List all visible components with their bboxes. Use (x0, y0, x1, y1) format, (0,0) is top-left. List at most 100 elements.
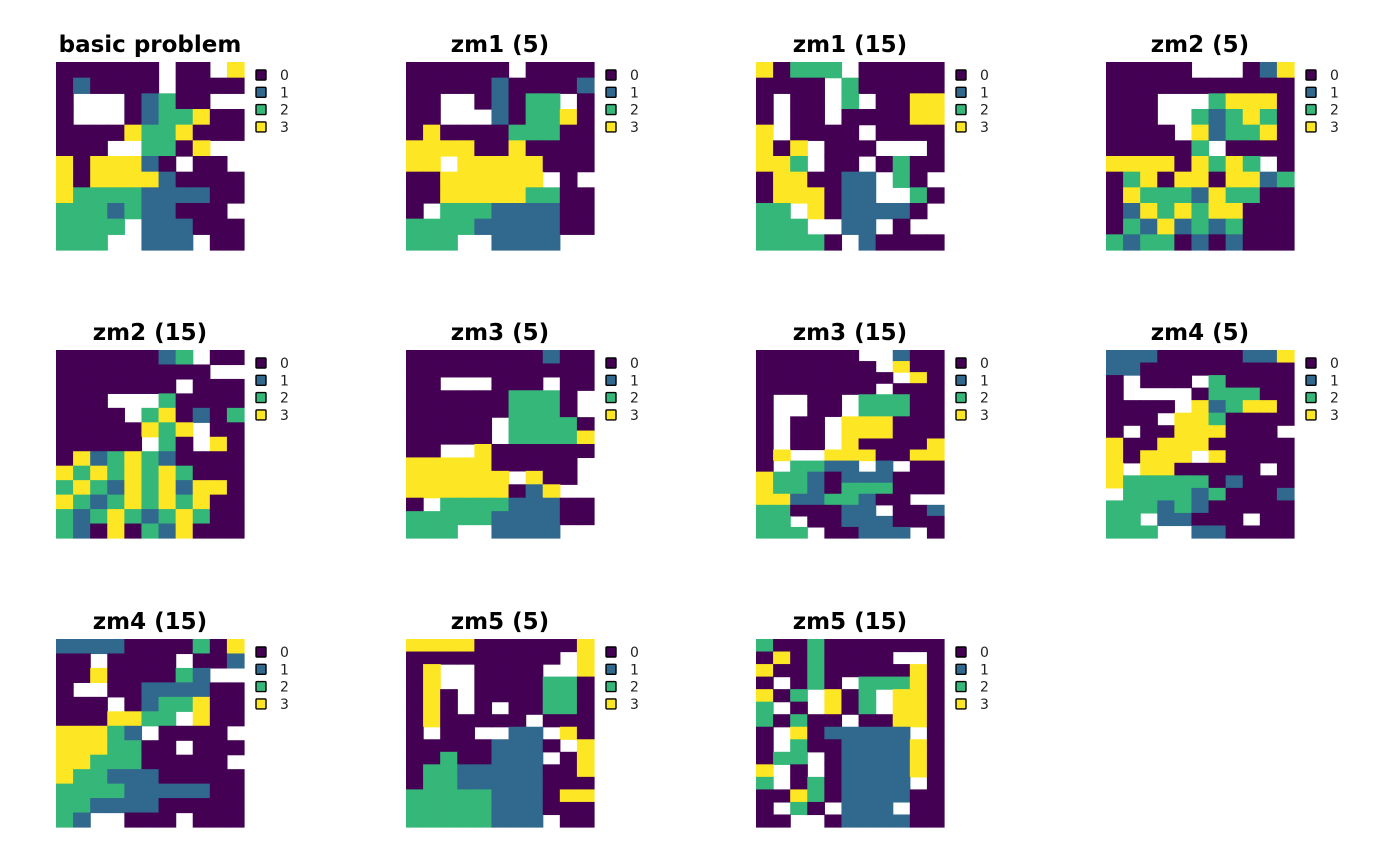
raster-cell (1225, 412, 1244, 426)
raster-cell (90, 62, 108, 79)
raster-cell (858, 751, 877, 765)
raster-cell (559, 689, 578, 703)
raster-cell (824, 526, 843, 539)
raster-cell (807, 124, 825, 141)
raster-cell (1174, 412, 1193, 426)
raster-cell (756, 140, 774, 157)
raster-cell (73, 124, 91, 141)
raster-cell (474, 801, 493, 816)
raster-cell (1174, 512, 1193, 527)
raster-cell (423, 764, 441, 778)
raster-cell (90, 711, 108, 727)
raster-cell (406, 524, 424, 539)
raster-cell (474, 511, 493, 526)
raster-cell (141, 653, 160, 669)
raster-cell (1225, 218, 1244, 235)
raster-cell (209, 436, 228, 452)
raster-cell (1242, 375, 1261, 389)
raster-cell (1259, 362, 1278, 376)
raster-cell (892, 93, 911, 110)
raster-cell (406, 511, 424, 526)
raster-cell (1123, 77, 1141, 94)
raster-cell (858, 776, 877, 790)
legend-label: 1 (630, 373, 639, 389)
raster-cell (1225, 487, 1244, 501)
raster-cell (406, 376, 424, 391)
raster-cell (756, 218, 774, 235)
raster-cell (875, 776, 894, 790)
raster-cell (90, 667, 108, 683)
raster-cell (141, 140, 160, 157)
raster-cell (773, 203, 791, 220)
raster-cell (90, 140, 108, 157)
legend-swatch (605, 86, 617, 99)
raster-cell (1225, 462, 1244, 476)
legend-label: 3 (630, 697, 639, 713)
raster-cell (491, 676, 510, 690)
raster-cell (457, 417, 475, 432)
raster-cell (1106, 234, 1124, 251)
raster-cell (559, 218, 578, 235)
raster-cell (107, 798, 125, 814)
raster-cell (858, 515, 877, 528)
raster-cell (909, 156, 928, 173)
raster-cell (559, 187, 578, 204)
raster-cell (158, 451, 177, 467)
raster-cell (858, 234, 877, 251)
raster-cell (406, 676, 424, 690)
raster-cell (423, 484, 441, 499)
raster-cell (474, 714, 493, 728)
raster-cell (926, 460, 945, 473)
raster-cell (892, 77, 911, 94)
raster-cell (841, 526, 860, 539)
raster-cell (576, 739, 595, 753)
raster-cell (440, 689, 458, 703)
raster-cell (457, 714, 475, 728)
raster-cell (508, 689, 527, 703)
raster-cell (73, 509, 91, 525)
raster-cell (406, 444, 424, 459)
raster-cell (491, 350, 510, 365)
raster-cell (790, 526, 808, 539)
raster-cell (158, 711, 177, 727)
raster-cell (542, 739, 561, 753)
raster-cell (192, 171, 211, 188)
raster-cell (1208, 437, 1227, 451)
raster-cell (107, 754, 125, 770)
raster-cell (1242, 362, 1261, 376)
raster-cell (474, 664, 493, 678)
raster-cell (107, 124, 125, 141)
raster-cell (807, 62, 825, 79)
raster-cell (926, 789, 945, 803)
raster-cell (508, 764, 527, 778)
raster-cell (423, 639, 441, 653)
raster-cell (824, 701, 843, 715)
raster-cell (406, 739, 424, 753)
raster-cell (209, 378, 228, 394)
raster-cell (158, 812, 177, 828)
raster-cell (90, 509, 108, 525)
raster-cell (824, 405, 843, 417)
raster-cell (73, 639, 91, 655)
raster-cell (1106, 425, 1124, 439)
raster-cell (858, 449, 877, 462)
raster-cell (491, 801, 510, 816)
raster-cell (90, 798, 108, 814)
raster-cell (56, 465, 74, 481)
raster-cell (175, 639, 194, 655)
raster-cell (1276, 362, 1295, 376)
legend-label: 0 (280, 68, 289, 84)
raster-cell (1157, 375, 1175, 389)
raster-cell (457, 764, 475, 778)
raster-cell (508, 156, 527, 173)
raster-cell (773, 361, 791, 373)
raster-cell (926, 726, 945, 740)
raster-cell (542, 801, 561, 816)
raster-cell (926, 156, 945, 173)
raster-cell (158, 523, 177, 539)
raster-cell (226, 682, 245, 698)
raster-cell (1123, 412, 1141, 426)
raster-cell (423, 187, 441, 204)
